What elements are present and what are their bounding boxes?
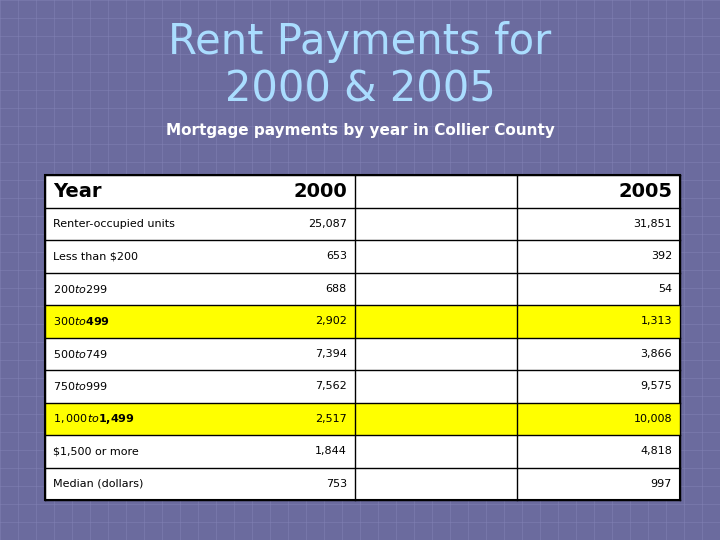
Text: 3,866: 3,866 — [640, 349, 672, 359]
Text: $500 to $749: $500 to $749 — [53, 348, 108, 360]
Text: 753: 753 — [326, 479, 347, 489]
Text: Renter-occupied units: Renter-occupied units — [53, 219, 175, 229]
Text: 25,087: 25,087 — [308, 219, 347, 229]
Text: Rent Payments for: Rent Payments for — [168, 21, 552, 63]
Text: 997: 997 — [651, 479, 672, 489]
Text: 392: 392 — [651, 251, 672, 261]
Text: 688: 688 — [325, 284, 347, 294]
Text: 7,562: 7,562 — [315, 381, 347, 391]
Bar — [45, 402, 680, 435]
Text: 1,313: 1,313 — [641, 316, 672, 326]
Text: 2,902: 2,902 — [315, 316, 347, 326]
Text: $300 to $499: $300 to $499 — [53, 315, 110, 327]
Text: 2,517: 2,517 — [315, 414, 347, 424]
Text: Less than $200: Less than $200 — [53, 251, 138, 261]
Text: $1,000 to $1,499: $1,000 to $1,499 — [53, 411, 135, 426]
Text: Year: Year — [53, 182, 102, 201]
Text: $750 to $999: $750 to $999 — [53, 380, 108, 392]
Bar — [45, 305, 680, 338]
Text: 10,008: 10,008 — [634, 414, 672, 424]
Text: 4,818: 4,818 — [640, 446, 672, 456]
Text: Median (dollars): Median (dollars) — [53, 479, 143, 489]
Text: 2000 & 2005: 2000 & 2005 — [225, 69, 495, 111]
Text: 31,851: 31,851 — [634, 219, 672, 229]
Text: $1,500 or more: $1,500 or more — [53, 446, 139, 456]
Text: 2000: 2000 — [293, 182, 347, 201]
Text: 1,844: 1,844 — [315, 446, 347, 456]
Text: 9,575: 9,575 — [640, 381, 672, 391]
Text: 2005: 2005 — [618, 182, 672, 201]
Text: 54: 54 — [658, 284, 672, 294]
Bar — [45, 175, 680, 500]
Text: 7,394: 7,394 — [315, 349, 347, 359]
Text: Mortgage payments by year in Collier County: Mortgage payments by year in Collier Cou… — [166, 123, 554, 138]
Text: 653: 653 — [326, 251, 347, 261]
Text: $200 to $299: $200 to $299 — [53, 283, 108, 295]
